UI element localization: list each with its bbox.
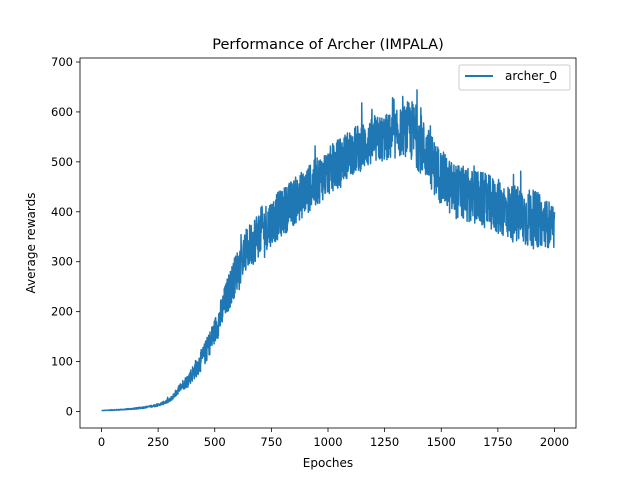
x-tick-label-500: 500 xyxy=(204,435,226,449)
series-line-archer_0 xyxy=(100,89,556,412)
y-tick-label-300: 300 xyxy=(51,255,73,269)
legend: archer_0 xyxy=(458,64,571,91)
y-axis: 0 100 200 300 400 500 600 700 xyxy=(51,55,80,419)
y-axis-label: Average rewards xyxy=(24,193,38,294)
y-tick-label-600: 600 xyxy=(51,105,73,119)
legend-box xyxy=(458,64,571,91)
y-tick-label-0: 0 xyxy=(66,405,73,419)
y-tick-label-500: 500 xyxy=(51,155,73,169)
x-axis: 0 250 500 750 1000 1250 1500 1750 2000 xyxy=(98,428,569,449)
x-tick-label-1250: 1250 xyxy=(370,435,399,449)
series-layer xyxy=(100,89,556,412)
legend-label-archer_0: archer_0 xyxy=(505,69,557,83)
chart-title: Performance of Archer (IMPALA) xyxy=(212,37,443,53)
x-tick-label-750: 750 xyxy=(260,435,282,449)
x-axis-label: Epoches xyxy=(303,456,353,470)
x-tick-label-2000: 2000 xyxy=(540,435,569,449)
x-tick-label-1000: 1000 xyxy=(313,435,342,449)
x-tick-label-0: 0 xyxy=(98,435,105,449)
x-tick-label-250: 250 xyxy=(147,435,169,449)
y-tick-label-400: 400 xyxy=(51,205,73,219)
x-tick-label-1750: 1750 xyxy=(483,435,512,449)
y-tick-label-200: 200 xyxy=(51,305,73,319)
y-tick-label-100: 100 xyxy=(51,355,73,369)
x-tick-label-1500: 1500 xyxy=(427,435,456,449)
y-tick-label-700: 700 xyxy=(51,55,73,69)
